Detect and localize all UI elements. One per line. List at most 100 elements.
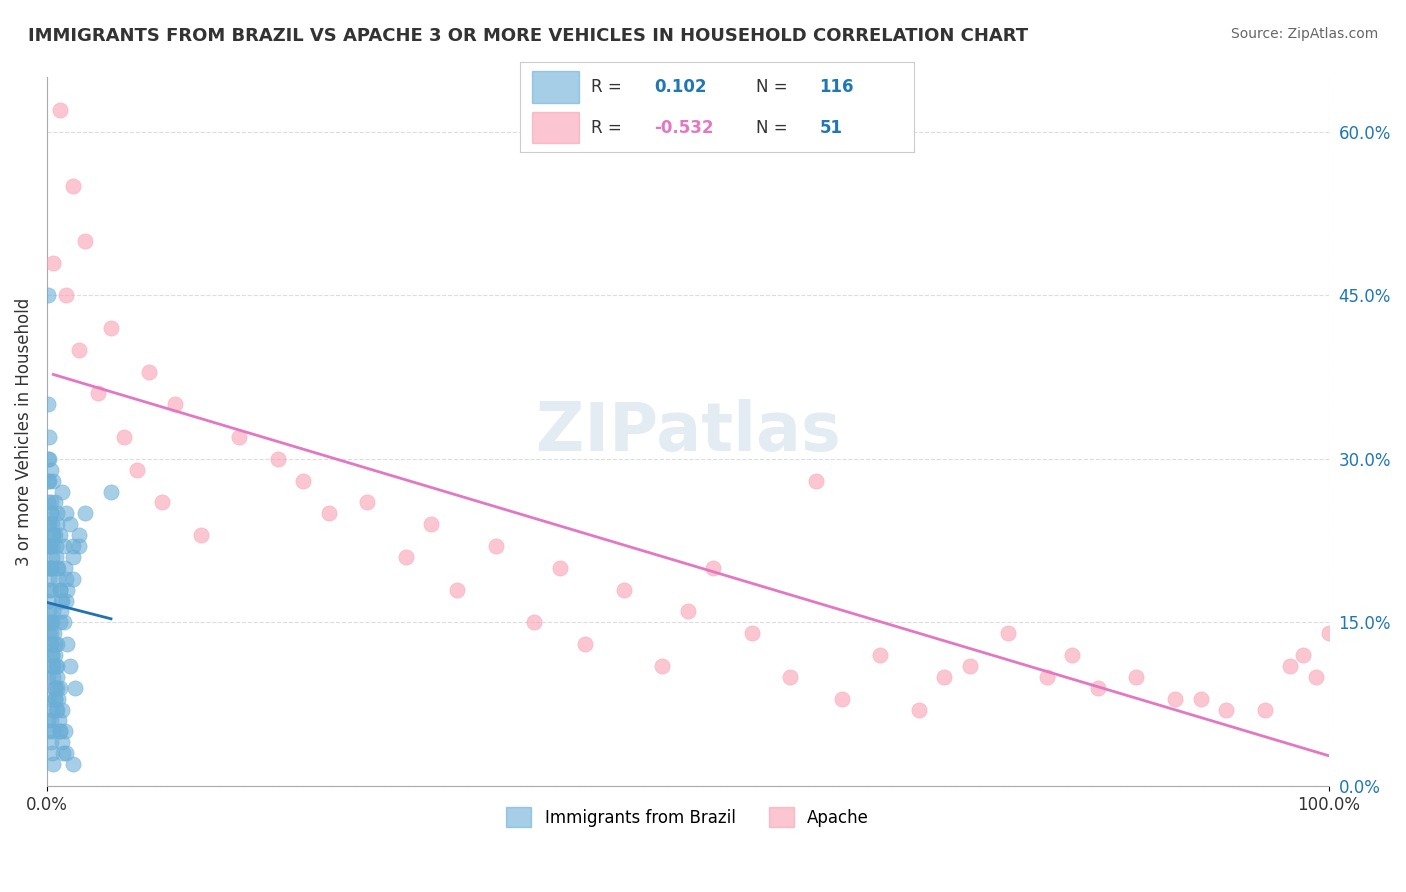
Point [37, 714, 59, 728]
Point [48, 582, 70, 597]
Point [38, 604, 60, 618]
Point [52, 615, 75, 630]
Point [39, 561, 62, 575]
Point [48, 572, 70, 586]
Point [39, 626, 62, 640]
Point [702, 561, 724, 575]
Point [55, 288, 77, 302]
Text: 116: 116 [820, 78, 853, 96]
Text: Source: ZipAtlas.com: Source: ZipAtlas.com [1230, 27, 1378, 41]
Point [41, 539, 63, 553]
Point [41, 517, 63, 532]
Point [292, 474, 315, 488]
Point [75, 234, 97, 248]
Point [45, 702, 67, 716]
Text: N =: N = [756, 119, 787, 136]
Point [38, 691, 60, 706]
Text: ZIPatlas: ZIPatlas [536, 399, 841, 465]
Point [38, 517, 60, 532]
Point [42, 670, 65, 684]
Point [67, 343, 90, 357]
Point [165, 397, 187, 411]
Bar [531, 71, 579, 103]
Point [44, 691, 66, 706]
Point [46, 659, 69, 673]
Point [46, 506, 69, 520]
Point [63, 681, 86, 695]
Point [41, 615, 63, 630]
Point [1164, 691, 1187, 706]
Point [741, 626, 763, 640]
Point [42, 659, 65, 673]
Point [1125, 670, 1147, 684]
Point [44, 495, 66, 509]
Point [42, 724, 65, 739]
Point [52, 539, 75, 553]
Point [37, 495, 59, 509]
Point [37, 397, 59, 411]
Point [44, 648, 66, 662]
Point [49, 724, 72, 739]
Point [59, 517, 82, 532]
Point [42, 626, 65, 640]
Point [1189, 691, 1212, 706]
Point [41, 604, 63, 618]
Point [48, 582, 70, 597]
Point [651, 659, 673, 673]
Point [62, 179, 84, 194]
Point [42, 528, 65, 542]
Point [62, 756, 84, 771]
Point [38, 430, 60, 444]
Point [42, 756, 65, 771]
Point [574, 637, 596, 651]
Point [48, 103, 70, 117]
Point [41, 659, 63, 673]
Point [934, 670, 956, 684]
Point [446, 582, 468, 597]
Point [1215, 702, 1237, 716]
Text: N =: N = [756, 78, 787, 96]
Point [48, 561, 70, 575]
Point [45, 539, 67, 553]
Point [46, 702, 69, 716]
Point [44, 681, 66, 695]
Point [41, 746, 63, 760]
Point [55, 746, 77, 760]
Point [38, 539, 60, 553]
Point [228, 430, 250, 444]
Point [420, 517, 443, 532]
Point [318, 506, 340, 520]
Legend: Immigrants from Brazil, Apache: Immigrants from Brazil, Apache [499, 800, 876, 834]
Point [87, 386, 110, 401]
Point [42, 474, 65, 488]
Text: R =: R = [591, 119, 621, 136]
Point [48, 681, 70, 695]
Point [49, 604, 72, 618]
Point [39, 714, 62, 728]
Point [67, 528, 90, 542]
Point [779, 670, 801, 684]
Point [869, 648, 891, 662]
Point [138, 365, 160, 379]
Point [49, 593, 72, 607]
Point [100, 321, 122, 335]
Point [46, 637, 69, 651]
Point [150, 495, 173, 509]
Point [831, 691, 853, 706]
Point [1317, 626, 1340, 640]
Point [39, 561, 62, 575]
Point [266, 451, 288, 466]
Point [190, 528, 212, 542]
Point [51, 702, 73, 716]
Point [48, 714, 70, 728]
Text: R =: R = [591, 78, 621, 96]
Point [48, 724, 70, 739]
Point [907, 702, 929, 716]
Point [56, 637, 79, 651]
Point [484, 539, 506, 553]
Y-axis label: 3 or more Vehicles in Household: 3 or more Vehicles in Household [15, 298, 32, 566]
Point [125, 463, 148, 477]
Point [37, 670, 59, 684]
Point [1062, 648, 1084, 662]
Point [41, 549, 63, 564]
